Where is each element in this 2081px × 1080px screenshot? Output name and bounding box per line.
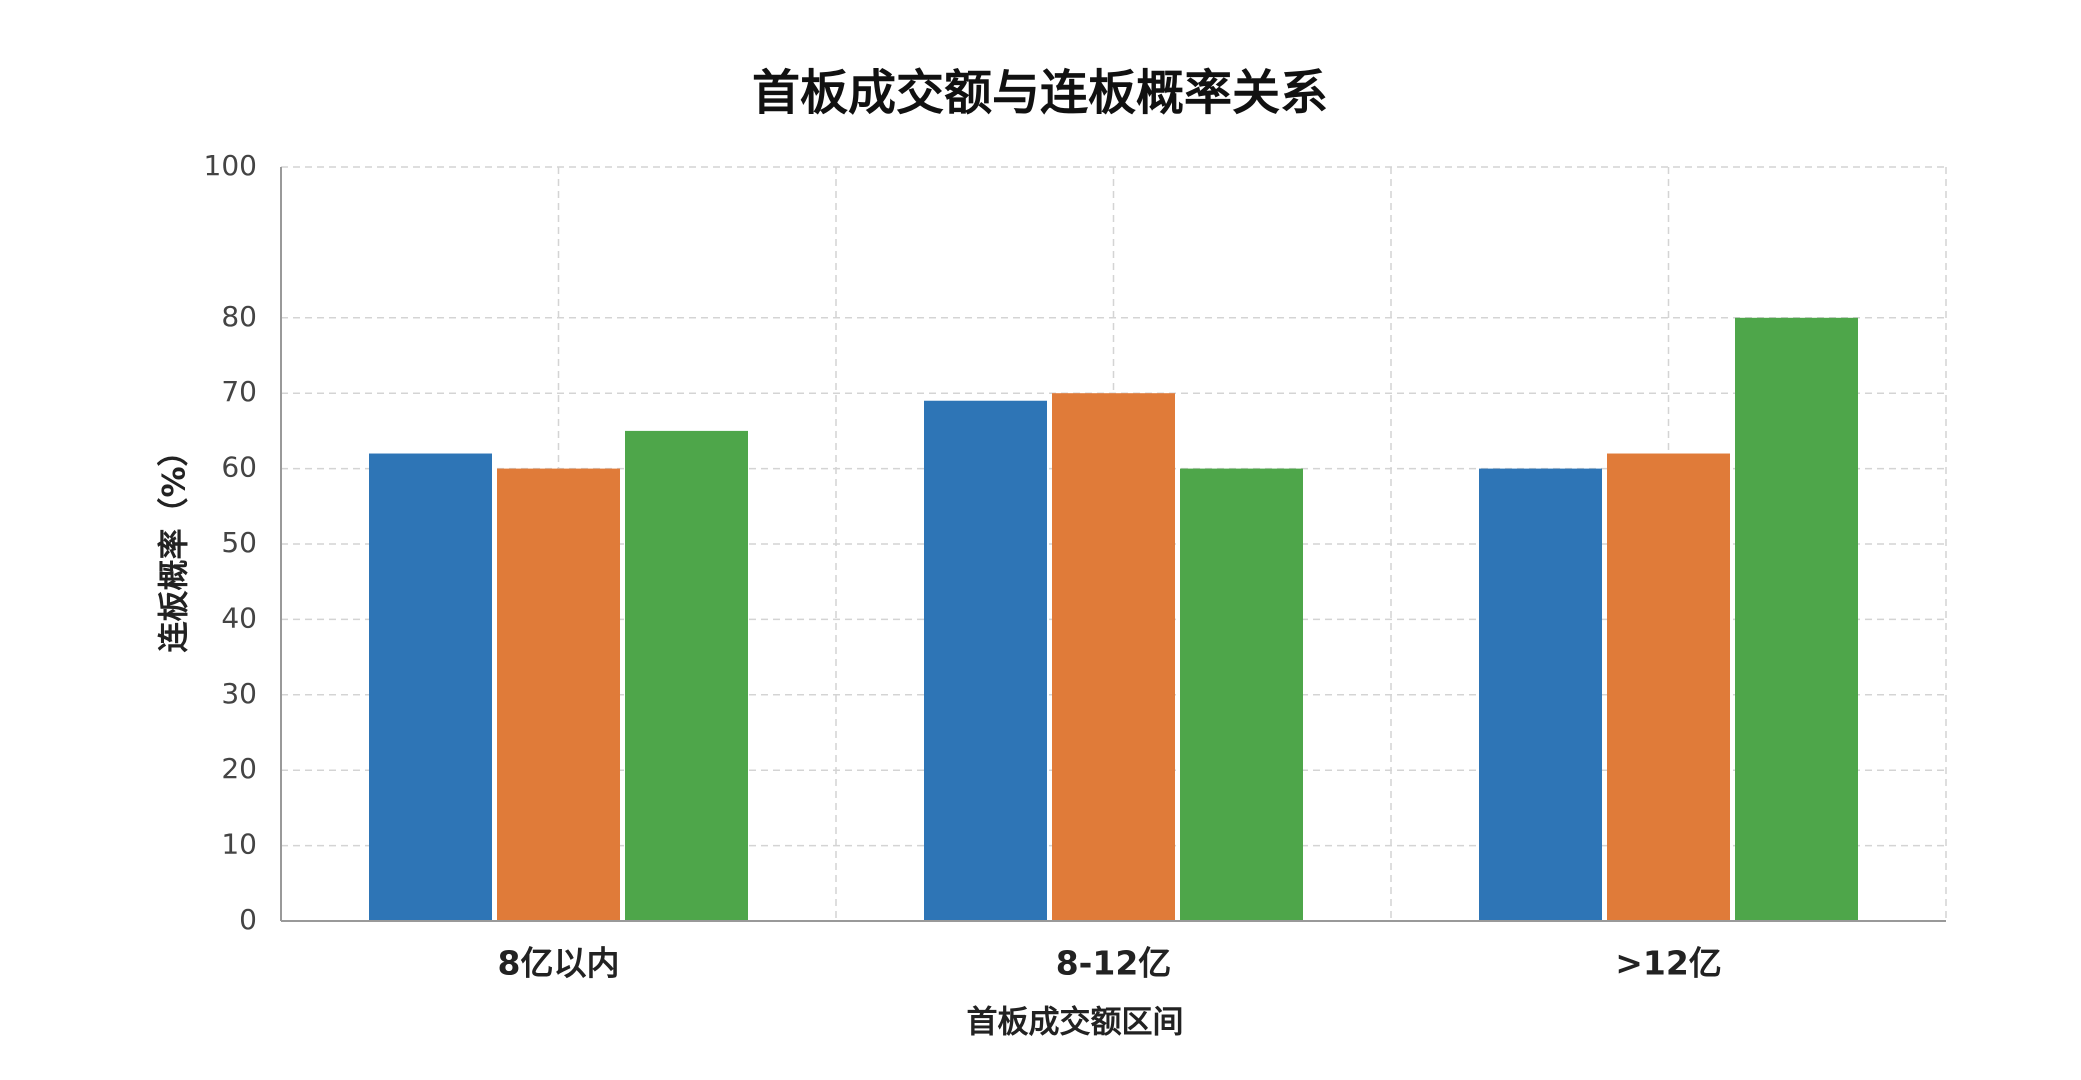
y-tick-label: 30 <box>221 677 257 710</box>
bar <box>924 400 1047 921</box>
y-tick-label: 60 <box>221 451 257 484</box>
bar <box>625 430 748 921</box>
y-tick-label: 100 <box>204 149 257 182</box>
bar <box>1607 453 1730 921</box>
bar <box>1735 317 1858 921</box>
x-tick-label: 8亿以内 <box>498 944 620 983</box>
bar <box>497 468 620 921</box>
bar <box>1180 468 1303 921</box>
bar <box>1052 393 1175 921</box>
y-tick-label: 20 <box>221 752 257 785</box>
y-tick-label: 70 <box>221 375 257 408</box>
bar <box>369 453 492 921</box>
y-tick-label: 0 <box>239 903 257 936</box>
bar <box>1479 468 1602 921</box>
y-tick-label: 80 <box>221 300 257 333</box>
y-axis-label: 连板概率（%） <box>157 435 193 652</box>
y-tick-label: 40 <box>221 601 257 634</box>
x-tick-label: 8-12亿 <box>1056 944 1172 983</box>
y-tick-label: 10 <box>221 828 257 861</box>
chart-title: 首板成交额与连板概率关系 <box>752 65 1328 121</box>
x-axis-label: 首板成交额区间 <box>967 1005 1184 1041</box>
x-tick-label: >12亿 <box>1615 944 1722 983</box>
y-tick-label: 50 <box>221 526 257 559</box>
